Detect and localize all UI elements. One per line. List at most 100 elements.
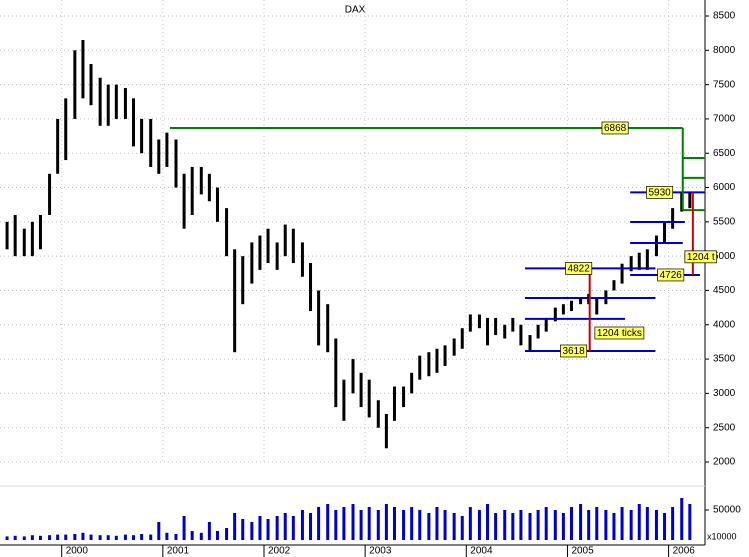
volume-bar xyxy=(519,510,523,540)
price-bar xyxy=(443,345,447,366)
volume-bar xyxy=(553,510,557,540)
volume-bar xyxy=(351,504,355,540)
volume-bar xyxy=(620,507,624,540)
volume-bar xyxy=(604,510,608,540)
price-bar xyxy=(418,355,422,380)
price-bar xyxy=(486,317,490,346)
volume-bar xyxy=(579,504,583,540)
volume-bar xyxy=(190,531,194,540)
y-tick-label: 6000 xyxy=(713,182,736,193)
volume-bar xyxy=(215,531,219,540)
level-label-box xyxy=(560,344,588,358)
y-tick-label: 7000 xyxy=(713,114,736,125)
volume-bar xyxy=(114,535,118,540)
price-bar xyxy=(392,386,396,421)
price-bar xyxy=(637,252,641,270)
volume-bar xyxy=(334,510,338,540)
y-tick-label: 7500 xyxy=(713,79,736,90)
price-bar xyxy=(106,84,110,126)
price-bar xyxy=(435,348,439,373)
price-bar xyxy=(688,192,692,209)
volume-bar xyxy=(427,513,431,540)
price-bar xyxy=(376,400,380,428)
price-bar xyxy=(300,242,304,277)
volume-bar xyxy=(544,507,548,540)
volume-bar xyxy=(402,510,406,540)
price-bar xyxy=(519,324,523,346)
y-tick-label: 3000 xyxy=(713,388,736,399)
volume-bar xyxy=(342,507,346,540)
x-tick-label: 2006 xyxy=(673,546,696,557)
volume-bar xyxy=(56,534,60,540)
y-tick-label: 5500 xyxy=(713,216,736,227)
volume-bar xyxy=(477,510,481,540)
level-label: 3618 xyxy=(562,346,585,357)
volume-bar xyxy=(22,536,26,540)
price-bar xyxy=(334,338,338,408)
price-bar xyxy=(283,224,287,257)
volume-bar xyxy=(359,510,363,540)
annotation: 1204 t xyxy=(687,252,715,263)
volume-bar xyxy=(64,534,68,540)
volume-bar xyxy=(595,507,599,540)
price-bar xyxy=(612,280,616,291)
y-tick-label: 2500 xyxy=(713,422,736,433)
price-bar xyxy=(174,139,178,188)
volume-bar xyxy=(283,513,287,540)
level-label-box xyxy=(646,185,674,199)
x-tick-label: 2002 xyxy=(268,546,291,557)
price-bar xyxy=(81,40,85,99)
price-bar xyxy=(629,256,633,272)
volume-bar xyxy=(157,522,161,540)
price-bar xyxy=(98,77,102,126)
price-bar xyxy=(190,166,194,215)
price-bar xyxy=(132,98,136,147)
level-label-box xyxy=(601,121,629,135)
price-bar xyxy=(241,256,245,305)
level-label: 4822 xyxy=(568,264,591,275)
price-bar xyxy=(402,386,406,408)
volume-bar xyxy=(671,507,675,540)
price-bar xyxy=(165,132,169,167)
price-bar xyxy=(503,324,507,339)
volume-bar xyxy=(376,510,380,540)
price-bar xyxy=(384,413,388,449)
volume-bar xyxy=(528,513,532,540)
price-bar xyxy=(56,118,60,174)
y-tick-label: 4000 xyxy=(713,319,736,330)
y-tick-label: 6500 xyxy=(713,148,736,159)
price-bar xyxy=(182,173,186,229)
volume-bar xyxy=(460,516,464,540)
volume-bar xyxy=(225,528,229,540)
price-bar xyxy=(528,335,532,351)
price-bar xyxy=(157,139,161,174)
price-bar xyxy=(427,352,431,377)
price-bar xyxy=(5,221,9,250)
price-bar xyxy=(342,379,346,421)
price-bar xyxy=(215,187,219,222)
level-label: 4726 xyxy=(660,270,683,281)
price-bar xyxy=(645,249,649,270)
price-bar xyxy=(225,208,229,257)
volume-bar xyxy=(569,507,573,540)
price-bar xyxy=(544,317,548,332)
price-bar xyxy=(207,173,211,202)
price-bar xyxy=(595,297,599,315)
volume-bar xyxy=(98,535,102,540)
price-bar xyxy=(30,221,34,257)
chart-title: DAX xyxy=(345,5,366,16)
annotation-box xyxy=(594,326,645,340)
volume-bar xyxy=(392,507,396,540)
volume-bar xyxy=(317,507,321,540)
price-bar xyxy=(266,228,270,264)
x-tick-label: 2000 xyxy=(66,546,89,557)
level-label-box xyxy=(657,268,685,282)
price-bar xyxy=(250,242,254,284)
volume-bar xyxy=(132,535,136,540)
volume-tick-label: 50000 xyxy=(713,505,741,516)
volume-bar xyxy=(140,534,144,540)
volume-bar xyxy=(89,534,93,540)
y-tick-label: 4500 xyxy=(713,285,736,296)
y-tick-label: 2000 xyxy=(713,457,736,468)
